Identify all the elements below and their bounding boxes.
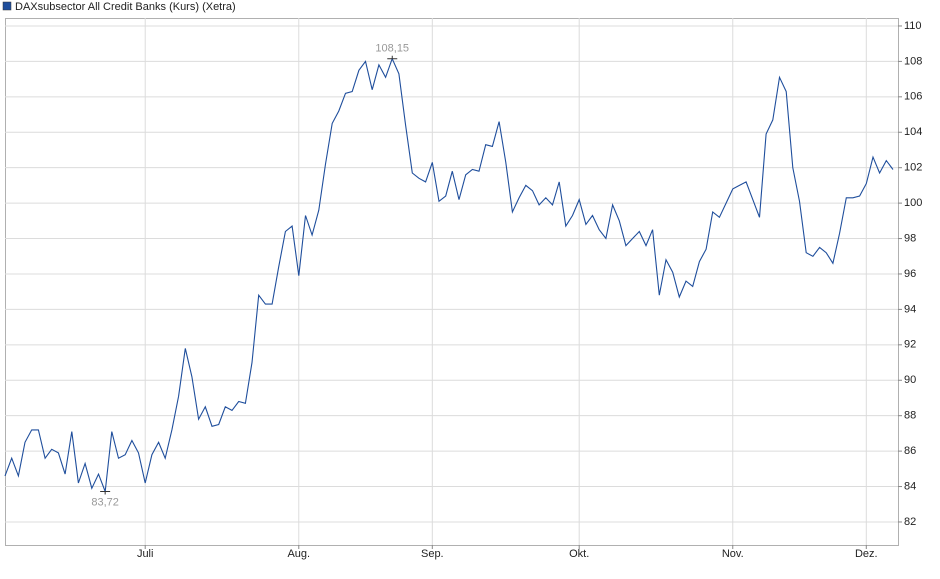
plot-frame	[5, 18, 899, 546]
y-tick-label: 106	[904, 91, 922, 103]
y-tick-label: 98	[904, 232, 916, 244]
y-tick-label: 92	[904, 339, 916, 351]
legend-swatch	[2, 1, 12, 11]
y-tick-label: 88	[904, 410, 916, 422]
y-tick-label: 86	[904, 445, 916, 457]
annotation-label: 108,15	[375, 43, 409, 55]
x-tick-label: Okt.	[569, 548, 589, 560]
x-tick-label: Juli	[137, 548, 154, 560]
y-tick-label: 90	[904, 374, 916, 386]
y-tick-label: 102	[904, 162, 922, 174]
y-tick-label: 108	[904, 55, 922, 67]
y-tick-label: 96	[904, 268, 916, 280]
legend-label: DAXsubsector All Credit Banks (Kurs) (Xe…	[15, 1, 236, 13]
y-tick-label: 100	[904, 197, 922, 209]
x-tick-label: Aug.	[287, 548, 310, 560]
y-tick-label: 104	[904, 126, 922, 138]
price-line	[4, 57, 894, 492]
x-tick-label: Nov.	[722, 548, 744, 560]
y-tick-label: 84	[904, 480, 916, 492]
x-tick-label: Sep.	[421, 548, 444, 560]
y-tick-label: 82	[904, 516, 916, 528]
annotation-label: 83,72	[91, 496, 119, 508]
x-tick-label: Dez.	[855, 548, 878, 560]
y-tick-label: 110	[904, 20, 922, 32]
y-tick-label: 94	[904, 303, 916, 315]
